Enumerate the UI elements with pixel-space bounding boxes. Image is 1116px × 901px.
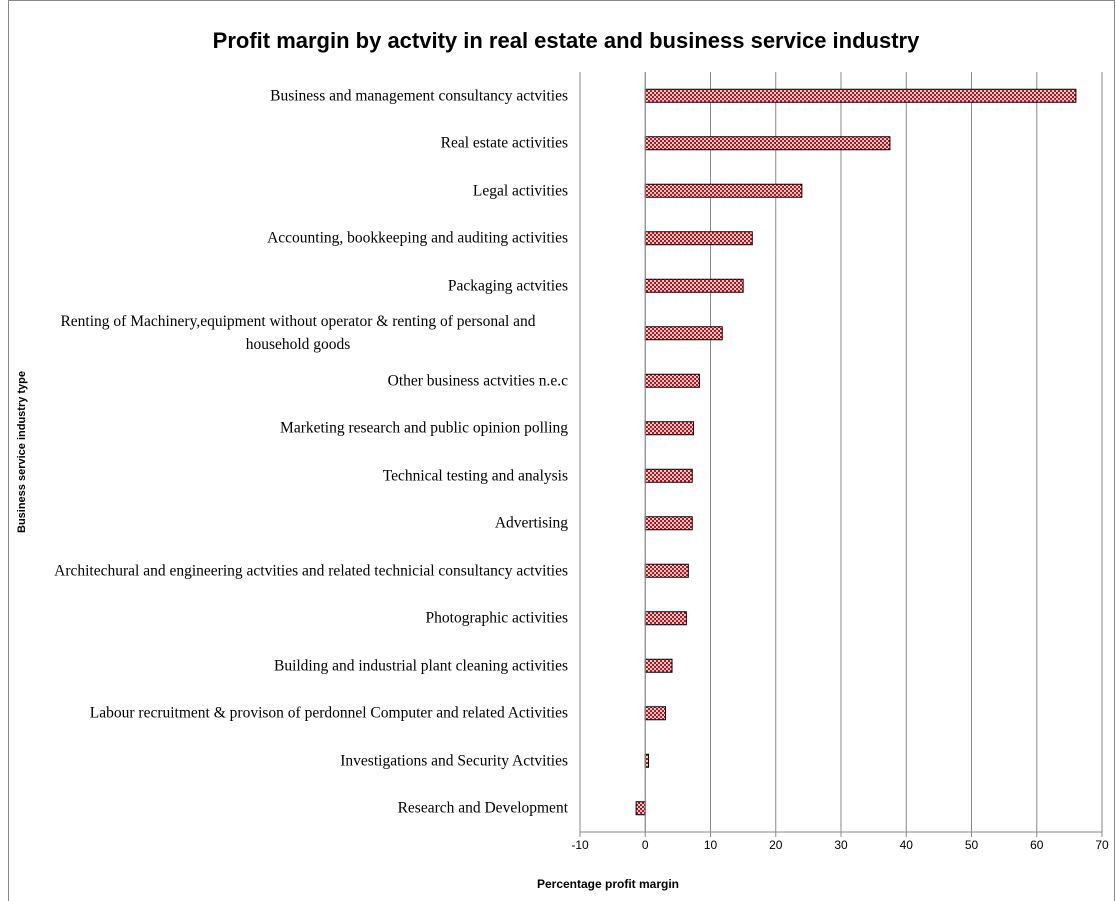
y-tick-text: Architechural and engineering actvities … bbox=[54, 562, 568, 580]
y-tick-text: Technical testing and analysis bbox=[382, 467, 568, 485]
x-tick-label: 50 bbox=[965, 838, 979, 852]
y-tick-label: Architechural and engineering actvities … bbox=[28, 559, 568, 582]
y-tick-text: Packaging actvities bbox=[447, 277, 568, 295]
y-tick-text: Building and industrial plant cleaning a… bbox=[273, 657, 568, 675]
y-tick-label: Business and management consultancy actv… bbox=[28, 84, 568, 107]
y-tick-label: Building and industrial plant cleaning a… bbox=[28, 654, 568, 677]
y-tick-text: Research and Development bbox=[397, 799, 568, 817]
x-tick-label: 20 bbox=[769, 838, 783, 852]
bar bbox=[644, 373, 700, 388]
y-tick-text: Photographic activities bbox=[425, 609, 568, 627]
bar bbox=[644, 658, 673, 673]
bar bbox=[644, 231, 753, 246]
bar bbox=[644, 278, 744, 293]
bar bbox=[644, 706, 666, 721]
y-tick-label: Labour recruitment & provison of perdonn… bbox=[28, 702, 568, 725]
y-tick-label: Packaging actvities bbox=[28, 274, 568, 297]
x-tick-label: 70 bbox=[1095, 838, 1109, 852]
x-tick-label: 10 bbox=[704, 838, 718, 852]
y-tick-label: Advertising bbox=[28, 512, 568, 535]
y-tick-label: Renting of Machinery,equipment without o… bbox=[28, 310, 568, 356]
y-tick-label: Marketing research and public opinion po… bbox=[28, 417, 568, 440]
y-tick-text: Accounting, bookkeeping and auditing act… bbox=[267, 229, 568, 247]
y-tick-text: Other business actvities n.e.c bbox=[387, 372, 568, 390]
y-tick-label: Other business actvities n.e.c bbox=[28, 369, 568, 392]
y-tick-text: Renting of Machinery,equipment without o… bbox=[60, 313, 536, 354]
y-tick-label: Investigations and Security Actvities bbox=[28, 749, 568, 772]
bar bbox=[644, 183, 803, 198]
x-tick-label: 40 bbox=[900, 838, 914, 852]
y-tick-label: Photographic activities bbox=[28, 607, 568, 630]
chart-title: Profit margin by actvity in real estate … bbox=[213, 28, 920, 53]
y-tick-text: Investigations and Security Actvities bbox=[340, 752, 568, 770]
y-tick-label: Real estate activities bbox=[28, 132, 568, 155]
bar bbox=[644, 468, 693, 483]
bar bbox=[644, 611, 687, 626]
y-tick-label: Legal activities bbox=[28, 179, 568, 202]
bar bbox=[635, 801, 646, 816]
bar bbox=[644, 136, 891, 151]
y-tick-text: Labour recruitment & provison of perdonn… bbox=[89, 704, 568, 722]
bar bbox=[644, 563, 689, 578]
y-tick-text: Marketing research and public opinion po… bbox=[280, 419, 568, 437]
bar bbox=[644, 516, 693, 531]
y-tick-label: Accounting, bookkeeping and auditing act… bbox=[28, 227, 568, 250]
bar bbox=[644, 326, 723, 341]
y-tick-label: Technical testing and analysis bbox=[28, 464, 568, 487]
chart-border bbox=[8, 0, 1115, 901]
x-axis-label: Percentage profit margin bbox=[537, 877, 679, 891]
bar bbox=[644, 421, 695, 436]
y-tick-text: Legal activities bbox=[472, 182, 568, 200]
y-tick-text: Advertising bbox=[494, 514, 568, 532]
y-tick-label: Research and Development bbox=[28, 797, 568, 820]
x-tick-label: 60 bbox=[1030, 838, 1044, 852]
x-tick-label: 30 bbox=[834, 838, 848, 852]
y-tick-text: Real estate activities bbox=[440, 134, 568, 152]
y-axis-label: Business service industry type bbox=[16, 371, 28, 533]
x-tick-label: 0 bbox=[642, 838, 649, 852]
bar bbox=[644, 88, 1077, 103]
x-tick-label: -10 bbox=[571, 838, 589, 852]
y-tick-text: Business and management consultancy actv… bbox=[270, 87, 568, 105]
